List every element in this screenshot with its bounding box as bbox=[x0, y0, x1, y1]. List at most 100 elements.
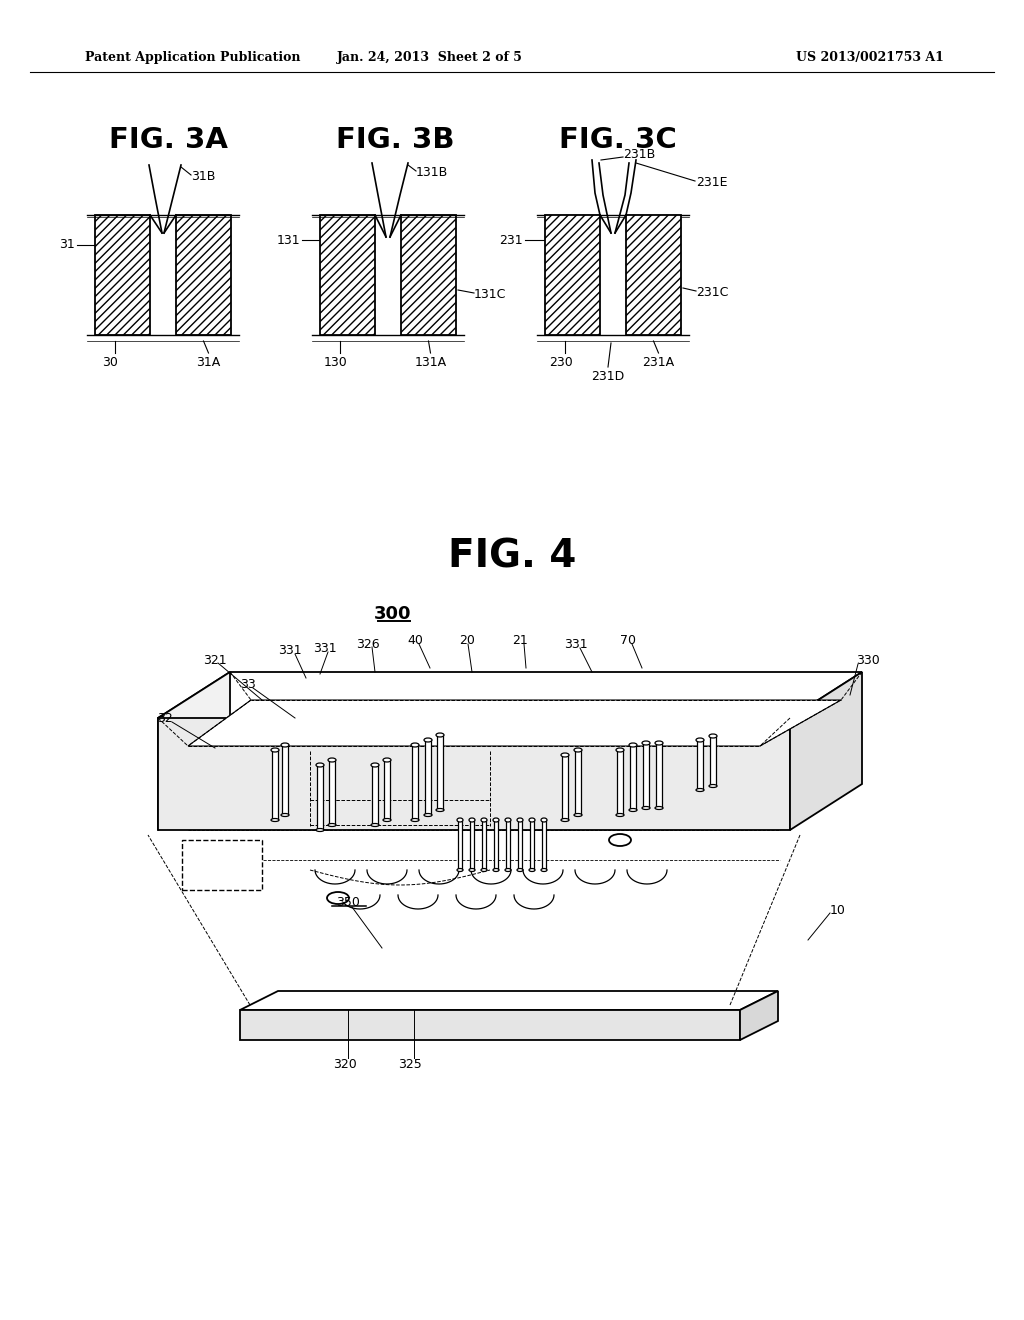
Ellipse shape bbox=[642, 807, 650, 809]
Text: 32: 32 bbox=[157, 711, 173, 725]
Polygon shape bbox=[470, 820, 474, 870]
Text: FIG. 3C: FIG. 3C bbox=[559, 125, 677, 154]
Text: 231A: 231A bbox=[642, 356, 675, 370]
Text: 331: 331 bbox=[564, 638, 588, 651]
Ellipse shape bbox=[327, 892, 349, 904]
Ellipse shape bbox=[424, 738, 432, 742]
Polygon shape bbox=[458, 820, 462, 870]
Text: 231B: 231B bbox=[623, 149, 655, 161]
Text: 320: 320 bbox=[333, 1059, 357, 1072]
Ellipse shape bbox=[574, 748, 582, 752]
Ellipse shape bbox=[481, 818, 487, 822]
Text: Jan. 24, 2013  Sheet 2 of 5: Jan. 24, 2013 Sheet 2 of 5 bbox=[337, 51, 523, 65]
Ellipse shape bbox=[541, 818, 547, 822]
Text: 21: 21 bbox=[512, 634, 528, 647]
Polygon shape bbox=[697, 741, 703, 789]
Text: 131C: 131C bbox=[474, 289, 507, 301]
Polygon shape bbox=[494, 820, 498, 870]
Polygon shape bbox=[282, 744, 288, 814]
Polygon shape bbox=[518, 820, 522, 870]
Text: 70: 70 bbox=[620, 634, 636, 647]
Polygon shape bbox=[562, 755, 568, 820]
Ellipse shape bbox=[541, 869, 547, 871]
Ellipse shape bbox=[709, 784, 717, 788]
Ellipse shape bbox=[271, 748, 279, 752]
Text: FIG. 3A: FIG. 3A bbox=[109, 125, 227, 154]
Ellipse shape bbox=[411, 743, 419, 747]
Ellipse shape bbox=[561, 818, 569, 821]
Ellipse shape bbox=[281, 813, 289, 817]
Ellipse shape bbox=[371, 824, 379, 826]
Text: 330: 330 bbox=[856, 653, 880, 667]
Ellipse shape bbox=[383, 758, 391, 762]
Bar bbox=[401, 215, 456, 335]
Ellipse shape bbox=[529, 818, 535, 822]
Bar bbox=[626, 215, 681, 335]
Polygon shape bbox=[630, 744, 636, 810]
Polygon shape bbox=[240, 991, 778, 1010]
Text: FIG. 3B: FIG. 3B bbox=[336, 125, 455, 154]
Ellipse shape bbox=[328, 758, 336, 762]
Ellipse shape bbox=[655, 807, 663, 809]
Ellipse shape bbox=[696, 738, 705, 742]
Polygon shape bbox=[182, 840, 262, 890]
Text: 331: 331 bbox=[313, 642, 337, 655]
Ellipse shape bbox=[629, 743, 637, 747]
Polygon shape bbox=[506, 820, 510, 870]
Text: US 2013/0021753 A1: US 2013/0021753 A1 bbox=[796, 51, 944, 65]
Ellipse shape bbox=[457, 869, 463, 871]
Ellipse shape bbox=[271, 818, 279, 821]
Ellipse shape bbox=[383, 818, 391, 821]
Text: 131: 131 bbox=[276, 234, 300, 247]
Text: 231D: 231D bbox=[592, 371, 625, 384]
Text: 31A: 31A bbox=[197, 356, 220, 370]
Polygon shape bbox=[240, 1010, 740, 1040]
Ellipse shape bbox=[316, 829, 324, 832]
Polygon shape bbox=[437, 735, 443, 810]
Polygon shape bbox=[188, 700, 841, 746]
Ellipse shape bbox=[371, 763, 379, 767]
Text: 230: 230 bbox=[549, 356, 572, 370]
Ellipse shape bbox=[457, 818, 463, 822]
Ellipse shape bbox=[529, 869, 535, 871]
Text: 331: 331 bbox=[279, 644, 302, 656]
Ellipse shape bbox=[696, 788, 705, 792]
Text: 321: 321 bbox=[203, 653, 226, 667]
Polygon shape bbox=[530, 820, 534, 870]
Text: Patent Application Publication: Patent Application Publication bbox=[85, 51, 300, 65]
Bar bbox=[319, 215, 375, 335]
Polygon shape bbox=[158, 672, 230, 830]
Ellipse shape bbox=[561, 752, 569, 756]
Text: 31: 31 bbox=[59, 239, 75, 252]
Ellipse shape bbox=[328, 824, 336, 826]
Text: 40: 40 bbox=[408, 634, 423, 647]
Text: FIG. 4: FIG. 4 bbox=[447, 539, 577, 576]
Ellipse shape bbox=[469, 869, 475, 871]
Ellipse shape bbox=[469, 818, 475, 822]
Text: 326: 326 bbox=[356, 638, 380, 651]
Ellipse shape bbox=[281, 743, 289, 747]
Ellipse shape bbox=[616, 748, 624, 752]
Ellipse shape bbox=[505, 818, 511, 822]
Ellipse shape bbox=[655, 741, 663, 744]
Polygon shape bbox=[790, 672, 862, 830]
Polygon shape bbox=[272, 750, 278, 820]
Polygon shape bbox=[740, 991, 778, 1040]
Text: 31B: 31B bbox=[191, 170, 215, 183]
Polygon shape bbox=[617, 750, 623, 814]
Ellipse shape bbox=[517, 818, 523, 822]
Polygon shape bbox=[656, 743, 662, 808]
Text: 231: 231 bbox=[500, 234, 523, 247]
Ellipse shape bbox=[436, 733, 444, 737]
Text: 350: 350 bbox=[336, 896, 360, 909]
Ellipse shape bbox=[709, 734, 717, 738]
Ellipse shape bbox=[316, 763, 324, 767]
Ellipse shape bbox=[609, 834, 631, 846]
Polygon shape bbox=[643, 743, 649, 808]
Ellipse shape bbox=[411, 818, 419, 821]
Polygon shape bbox=[482, 820, 486, 870]
Text: 10: 10 bbox=[830, 903, 846, 916]
Polygon shape bbox=[710, 737, 716, 785]
Text: 130: 130 bbox=[324, 356, 347, 370]
Text: 33: 33 bbox=[240, 678, 256, 692]
